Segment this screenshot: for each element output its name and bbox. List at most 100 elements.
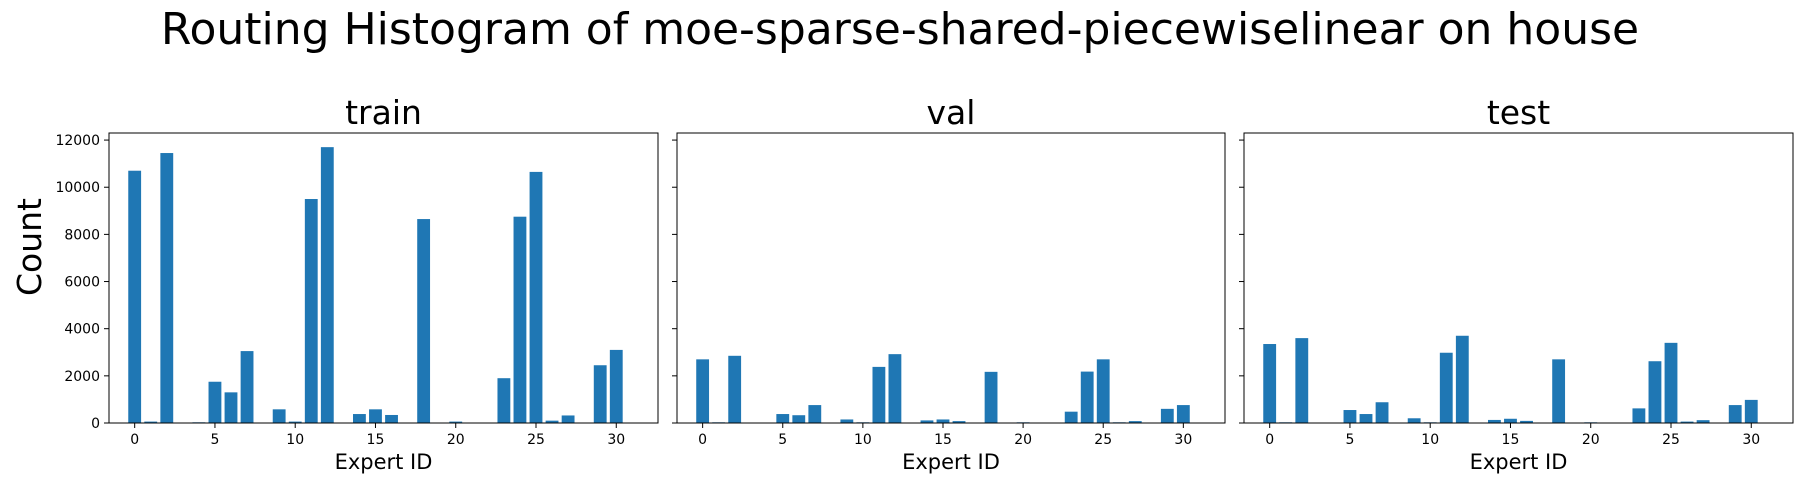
bar-test-expert-24 (1648, 361, 1662, 423)
bar-test-expert-16 (1520, 420, 1533, 423)
panel-test: 0 5 10 15 20 25 30 test Expert ID (1239, 93, 1794, 474)
bar-val-expert-6 (792, 415, 806, 423)
x-tick-label: 30 (1742, 432, 1760, 448)
bar-val-expert-27 (1128, 421, 1142, 423)
plot-frame (1243, 132, 1794, 424)
bar-test-expert-5 (1343, 410, 1357, 423)
y-tick-label: 2000 (64, 369, 100, 385)
bar-train-expert-15 (369, 409, 382, 423)
x-tick-label: 25 (527, 432, 545, 448)
figure-title: Routing Histogram of moe-sparse-shared-p… (161, 4, 1639, 55)
panel-title: val (927, 93, 976, 132)
y-tick-label: 12000 (55, 133, 100, 149)
x-tick-label: 20 (447, 432, 465, 448)
bar-test-expert-26 (1680, 421, 1694, 423)
bar-test-expert-23 (1632, 408, 1646, 423)
bar-val-expert-2 (728, 355, 742, 423)
bar-train-expert-23 (497, 378, 511, 423)
bar-train-expert-29 (593, 365, 607, 423)
bar-train-expert-9 (272, 409, 286, 423)
bar-train-expert-25 (529, 171, 543, 423)
bar-val-expert-18 (984, 371, 998, 423)
plot-frame (676, 132, 1226, 424)
bar-val-expert-23 (1064, 411, 1078, 423)
bar-test-expert-7 (1375, 402, 1389, 423)
bar-train-expert-12 (320, 147, 334, 423)
bar-train-expert-14 (353, 414, 366, 423)
bar-train-expert-6 (224, 392, 238, 423)
x-tick-label: 5 (778, 432, 787, 448)
x-tick-label: 15 (367, 432, 385, 448)
bar-val-expert-14 (920, 420, 934, 423)
x-tick-label: 10 (1421, 432, 1439, 448)
bar-train-expert-20 (449, 421, 463, 423)
bar-test-expert-18 (1552, 359, 1566, 423)
bar-train-expert-11 (304, 199, 318, 423)
bar-test-expert-27 (1696, 420, 1710, 423)
panels: 0 5 10 15 20 25 30020004000600080001000012000t… (55, 93, 1794, 474)
bar-test-expert-11 (1439, 352, 1453, 423)
x-tick-label: 20 (1014, 432, 1032, 448)
bar-train-expert-1 (144, 421, 158, 423)
y-tick-label: 0 (91, 416, 100, 432)
bar-train-expert-26 (545, 420, 559, 423)
bar-train-expert-7 (240, 351, 254, 423)
x-tick-label: 20 (1582, 432, 1600, 448)
x-tick-label: 10 (854, 432, 872, 448)
x-axis-label: Expert ID (902, 450, 1000, 474)
bar-test-expert-2 (1295, 338, 1309, 423)
x-axis-label: Expert ID (335, 450, 433, 474)
bar-train-expert-16 (385, 414, 398, 423)
bar-train-expert-18 (417, 219, 431, 423)
x-tick-label: 25 (1662, 432, 1680, 448)
bar-train-expert-5 (208, 381, 222, 423)
panel-val: 0 5 10 15 20 25 30 val Expert ID (672, 93, 1226, 474)
x-tick-label: 15 (934, 432, 952, 448)
bar-val-expert-7 (808, 405, 822, 423)
bar-test-expert-25 (1664, 342, 1678, 423)
y-tick-label: 10000 (55, 180, 100, 196)
y-tick-label: 6000 (64, 275, 100, 291)
x-axis-label: Expert ID (1470, 450, 1568, 474)
bar-test-expert-29 (1728, 405, 1742, 423)
x-tick-label: 30 (1174, 432, 1192, 448)
bar-val-expert-5 (776, 414, 790, 423)
x-tick-label: 5 (1345, 432, 1354, 448)
bar-test-expert-12 (1455, 335, 1469, 423)
y-tick-label: 4000 (64, 322, 100, 338)
bar-val-expert-11 (872, 366, 886, 423)
bar-train-expert-30 (609, 349, 623, 423)
bar-val-expert-9 (840, 419, 854, 423)
x-tick-label: 10 (286, 432, 304, 448)
x-tick-label: 15 (1502, 432, 1520, 448)
panel-train: 0 5 10 15 20 25 30 0 2000 4000 6000 8000 10000 12000 t… (55, 93, 659, 474)
bar-val-expert-12 (888, 354, 902, 423)
x-tick-label: 0 (1265, 432, 1274, 448)
y-tick-label: 8000 (64, 227, 100, 243)
bar-val-expert-29 (1160, 408, 1174, 423)
bar-test-expert-0 (1263, 344, 1277, 423)
bar-test-expert-30 (1744, 399, 1758, 423)
panel-title: test (1487, 93, 1550, 132)
x-tick-label: 5 (210, 432, 219, 448)
x-tick-label: 30 (607, 432, 625, 448)
bar-train-expert-10 (288, 421, 302, 423)
bar-test-expert-6 (1359, 414, 1373, 423)
panel-title: train (345, 93, 422, 132)
bar-train-expert-24 (513, 216, 527, 423)
bar-test-expert-15 (1504, 418, 1517, 423)
bar-val-expert-15 (936, 419, 950, 423)
plot-frame (108, 132, 659, 424)
bar-test-expert-9 (1407, 418, 1421, 423)
x-tick-label: 0 (130, 432, 139, 448)
x-tick-label: 25 (1094, 432, 1112, 448)
shared-y-axis-label: Count (10, 198, 49, 296)
bar-train-expert-0 (128, 170, 142, 423)
bar-val-expert-30 (1176, 405, 1190, 423)
bar-test-expert-14 (1488, 419, 1501, 423)
bar-train-expert-27 (561, 415, 575, 423)
bar-val-expert-0 (696, 359, 710, 423)
x-tick-label: 0 (698, 432, 707, 448)
